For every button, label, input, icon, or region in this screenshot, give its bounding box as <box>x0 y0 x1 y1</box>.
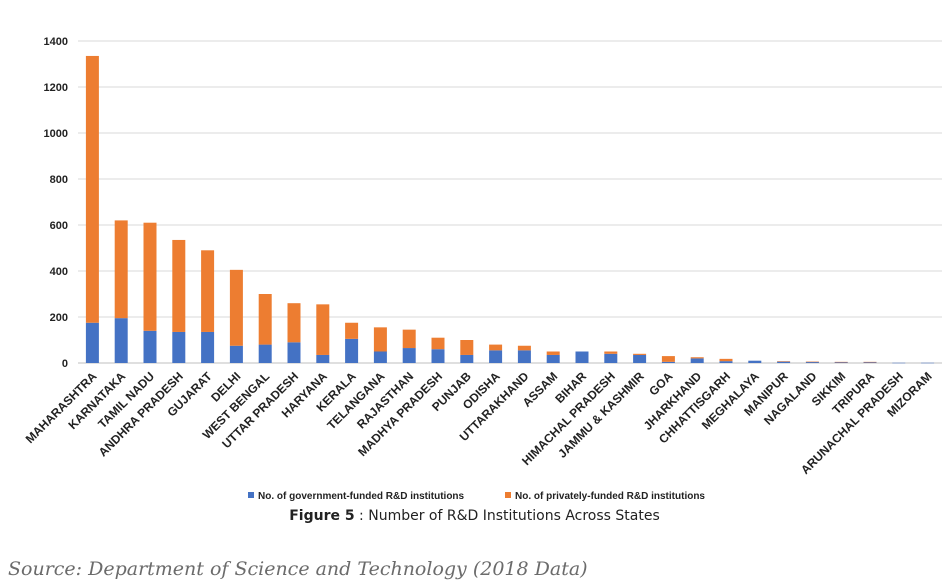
bar-private-6 <box>258 294 272 345</box>
bar-government-24 <box>777 361 791 363</box>
source-note: Source: Department of Science and Techno… <box>8 558 588 580</box>
bar-government-5 <box>229 345 243 363</box>
legend-label: No. of privately-funded R&D institutions <box>515 491 705 502</box>
bar-private-11 <box>402 329 416 349</box>
bar-private-27 <box>863 361 877 363</box>
y-tick-label: 400 <box>50 266 68 278</box>
bar-government-17 <box>575 351 589 363</box>
bar-government-10 <box>373 351 387 363</box>
bar-government-19 <box>633 354 647 363</box>
y-tick-label: 800 <box>50 174 68 186</box>
bar-government-6 <box>258 344 272 363</box>
bar-private-13 <box>460 340 474 355</box>
bar-private-15 <box>517 345 531 351</box>
bar-private-19 <box>633 353 647 355</box>
bar-government-14 <box>489 350 503 363</box>
y-tick-label: 600 <box>50 220 68 232</box>
bar-private-2 <box>143 222 157 331</box>
bar-private-8 <box>316 304 330 355</box>
legend-swatch <box>248 492 254 498</box>
y-tick-label: 1200 <box>44 82 68 94</box>
bar-government-21 <box>690 358 704 363</box>
bar-government-29 <box>921 362 935 364</box>
bar-private-24 <box>777 361 791 362</box>
y-axis: 0 200 400 600 800 1000 1200 1400 <box>44 36 68 370</box>
bar-private-5 <box>229 269 243 346</box>
bar-government-23 <box>748 360 762 363</box>
bar-government-1 <box>114 318 128 363</box>
bar-private-7 <box>287 303 301 343</box>
bar-government-26 <box>834 362 848 363</box>
bar-private-14 <box>489 344 503 351</box>
gridlines <box>78 40 942 364</box>
legend-label: No. of government-funded R&D institution… <box>258 491 465 502</box>
bar-government-7 <box>287 342 301 363</box>
bar-private-21 <box>690 357 704 359</box>
bar-government-18 <box>604 353 618 363</box>
bar-private-9 <box>345 322 359 339</box>
figure-caption-prefix: Figure 5 <box>289 508 355 524</box>
legend-swatch <box>505 492 511 498</box>
bar-private-26 <box>834 361 848 363</box>
bar-private-12 <box>431 337 445 350</box>
bar-private-18 <box>604 351 618 354</box>
bar-government-13 <box>460 354 474 363</box>
bar-government-0 <box>85 322 99 363</box>
y-tick-label: 1400 <box>44 36 68 48</box>
y-tick-label: 0 <box>62 358 68 370</box>
bar-private-0 <box>85 55 99 323</box>
bar-private-20 <box>661 356 675 362</box>
bar-government-2 <box>143 330 157 363</box>
bars <box>85 55 935 364</box>
bar-private-22 <box>719 358 733 362</box>
stacked-bar-chart: 0 200 400 600 800 1000 1200 1400 MAHARASHTRAKAR… <box>23 36 942 502</box>
bar-government-20 <box>661 361 675 363</box>
bar-private-16 <box>546 351 560 355</box>
bar-private-10 <box>373 327 387 352</box>
bar-government-9 <box>345 338 359 363</box>
bar-private-1 <box>114 220 128 319</box>
legend: No. of government-funded R&D institution… <box>248 491 705 502</box>
bar-government-4 <box>201 331 215 363</box>
bar-government-27 <box>863 362 877 363</box>
bar-government-11 <box>402 348 416 363</box>
bar-private-25 <box>805 361 819 363</box>
bar-government-22 <box>719 361 733 363</box>
bar-government-12 <box>431 349 445 363</box>
y-tick-label: 1000 <box>44 128 68 140</box>
bar-private-4 <box>201 250 215 332</box>
figure-caption: Figure 5 : Number of R&D Institutions Ac… <box>0 508 949 524</box>
bar-government-15 <box>517 350 531 363</box>
figure-caption-text: : Number of R&D Institutions Across Stat… <box>354 508 660 524</box>
bar-government-3 <box>172 331 186 363</box>
y-tick-label: 200 <box>50 312 68 324</box>
bar-government-25 <box>805 361 819 363</box>
bar-government-8 <box>316 354 330 363</box>
bar-government-16 <box>546 354 560 363</box>
bar-private-3 <box>172 239 186 332</box>
bar-government-28 <box>892 362 906 364</box>
